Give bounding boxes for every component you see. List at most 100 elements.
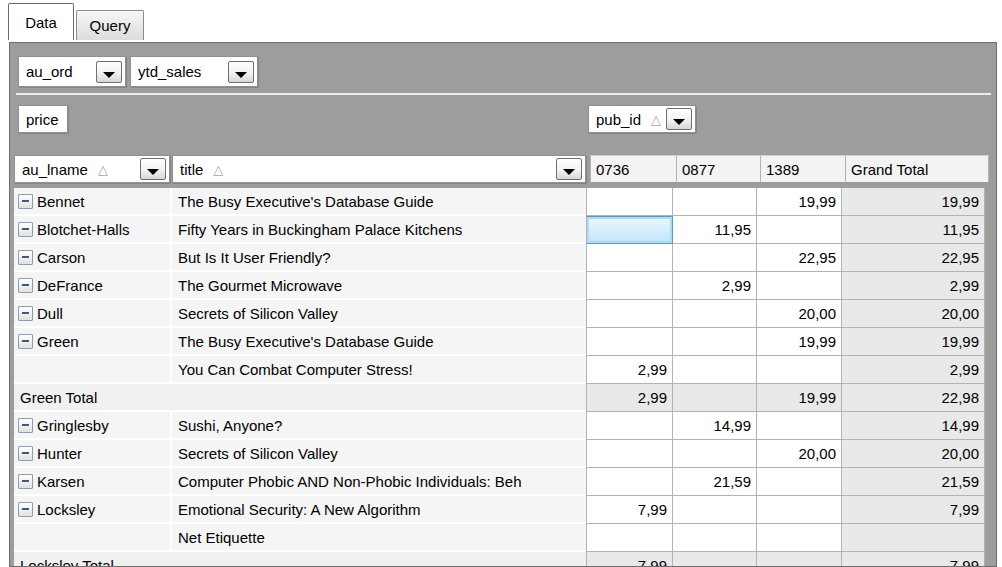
grand-total-value-cell[interactable]: 22,95 — [842, 244, 985, 272]
row-header-au-lname-cell[interactable]: Bennet — [14, 188, 172, 216]
collapse-minus-icon[interactable] — [18, 334, 33, 349]
data-value-cell[interactable]: 22,95 — [757, 244, 842, 272]
collapse-minus-icon[interactable] — [18, 278, 33, 293]
row-header-title-cell[interactable]: The Gourmet Microwave — [172, 272, 586, 300]
grand-total-value-cell[interactable]: 14,99 — [842, 412, 985, 440]
data-value-cell[interactable] — [757, 412, 842, 440]
data-value-cell[interactable] — [586, 412, 673, 440]
row-field-au-lname[interactable]: au_lname △ — [14, 155, 170, 183]
row-header-au-lname-cell[interactable]: Green — [14, 328, 172, 356]
data-value-cell[interactable]: 19,99 — [757, 188, 842, 216]
data-value-cell[interactable] — [673, 552, 757, 567]
grand-total-value-cell[interactable] — [842, 524, 985, 552]
data-value-cell[interactable] — [586, 524, 673, 552]
row-header-title-cell[interactable]: Sushi, Anyone? — [172, 412, 586, 440]
data-value-cell[interactable] — [673, 188, 757, 216]
data-value-cell[interactable] — [757, 524, 842, 552]
tab-query[interactable]: Query — [76, 10, 144, 40]
data-value-cell[interactable] — [673, 356, 757, 384]
column-header-grand-total[interactable]: Grand Total — [846, 155, 989, 183]
row-header-title-cell[interactable]: The Busy Executive's Database Guide — [172, 188, 586, 216]
row-header-title-cell[interactable]: The Busy Executive's Database Guide — [172, 328, 586, 356]
data-value-cell[interactable]: 19,99 — [757, 328, 842, 356]
collapse-minus-icon[interactable] — [18, 306, 33, 321]
row-header-au-lname-cell[interactable]: Dull — [14, 300, 172, 328]
data-value-cell[interactable] — [757, 216, 842, 244]
column-header-0736[interactable]: 0736 — [590, 155, 677, 183]
grand-total-value-cell[interactable]: 2,99 — [842, 356, 985, 384]
dropdown-arrow-icon[interactable] — [96, 61, 122, 83]
data-value-cell[interactable] — [673, 384, 757, 412]
data-value-cell[interactable] — [673, 496, 757, 524]
data-value-cell[interactable] — [757, 552, 842, 567]
data-value-cell[interactable]: 7,99 — [586, 496, 673, 524]
collapse-minus-icon[interactable] — [18, 222, 33, 237]
row-header-title-cell[interactable]: Computer Phobic AND Non-Phobic Individua… — [172, 468, 586, 496]
data-value-cell[interactable] — [673, 300, 757, 328]
column-header-0877[interactable]: 0877 — [677, 155, 761, 183]
data-value-cell[interactable] — [586, 272, 673, 300]
row-header-title-cell[interactable]: You Can Combat Computer Stress! — [172, 356, 586, 384]
filter-field-au-ord[interactable]: au_ord — [18, 56, 126, 87]
data-value-cell[interactable]: 7,99 — [586, 552, 673, 567]
column-header-1389[interactable]: 1389 — [761, 155, 846, 183]
data-value-cell[interactable] — [757, 356, 842, 384]
data-value-cell[interactable]: 20,00 — [757, 300, 842, 328]
data-value-cell[interactable]: 21,59 — [673, 468, 757, 496]
row-header-au-lname-cell[interactable]: Carson — [14, 244, 172, 272]
column-field-pub-id[interactable]: pub_id △ — [588, 105, 696, 133]
dropdown-arrow-icon[interactable] — [140, 158, 166, 180]
grand-total-value-cell[interactable]: 7,99 — [842, 552, 985, 567]
collapse-minus-icon[interactable] — [18, 502, 33, 517]
row-header-au-lname-cell[interactable]: Blotchet-Halls — [14, 216, 172, 244]
row-header-au-lname-cell[interactable] — [14, 356, 172, 384]
data-value-cell[interactable] — [586, 244, 673, 272]
dropdown-arrow-icon[interactable] — [556, 158, 582, 180]
data-value-cell[interactable] — [586, 188, 673, 216]
data-value-cell[interactable]: 2,99 — [586, 384, 673, 412]
grand-total-value-cell[interactable]: 19,99 — [842, 188, 985, 216]
dropdown-arrow-icon[interactable] — [666, 108, 692, 130]
collapse-minus-icon[interactable] — [18, 250, 33, 265]
data-value-cell[interactable] — [757, 468, 842, 496]
data-value-cell[interactable]: 19,99 — [757, 384, 842, 412]
data-value-cell[interactable] — [586, 300, 673, 328]
data-value-cell[interactable] — [673, 328, 757, 356]
data-value-cell[interactable]: 2,99 — [673, 272, 757, 300]
grand-total-value-cell[interactable]: 7,99 — [842, 496, 985, 524]
row-header-au-lname-cell[interactable] — [14, 524, 172, 552]
row-header-title-cell[interactable]: Emotional Security: A New Algorithm — [172, 496, 586, 524]
tab-data[interactable]: Data — [8, 3, 74, 40]
data-value-cell[interactable] — [673, 440, 757, 468]
data-value-cell[interactable]: 14,99 — [673, 412, 757, 440]
data-value-cell[interactable]: 20,00 — [757, 440, 842, 468]
filter-field-ytd-sales[interactable]: ytd_sales — [130, 56, 258, 87]
data-value-cell[interactable] — [586, 328, 673, 356]
collapse-minus-icon[interactable] — [18, 446, 33, 461]
grand-total-value-cell[interactable]: 11,95 — [842, 216, 985, 244]
data-value-cell[interactable] — [673, 524, 757, 552]
total-row-label-cell[interactable]: Locksley Total — [14, 552, 586, 567]
row-header-title-cell[interactable]: Secrets of Silicon Valley — [172, 440, 586, 468]
grand-total-value-cell[interactable]: 22,98 — [842, 384, 985, 412]
row-field-title[interactable]: title △ — [172, 155, 586, 183]
grand-total-value-cell[interactable]: 2,99 — [842, 272, 985, 300]
grand-total-value-cell[interactable]: 19,99 — [842, 328, 985, 356]
row-header-title-cell[interactable]: Fifty Years in Buckingham Palace Kitchen… — [172, 216, 586, 244]
grand-total-value-cell[interactable]: 20,00 — [842, 300, 985, 328]
grand-total-value-cell[interactable]: 20,00 — [842, 440, 985, 468]
collapse-minus-icon[interactable] — [18, 474, 33, 489]
row-header-au-lname-cell[interactable]: Karsen — [14, 468, 172, 496]
data-value-cell[interactable]: 2,99 — [586, 356, 673, 384]
grand-total-value-cell[interactable]: 21,59 — [842, 468, 985, 496]
data-value-cell[interactable] — [586, 440, 673, 468]
data-value-cell[interactable] — [673, 244, 757, 272]
row-header-au-lname-cell[interactable]: DeFrance — [14, 272, 172, 300]
data-value-cell[interactable] — [586, 468, 673, 496]
data-value-cell[interactable] — [757, 272, 842, 300]
total-row-label-cell[interactable]: Green Total — [14, 384, 586, 412]
data-field-price[interactable]: price — [18, 105, 68, 133]
collapse-minus-icon[interactable] — [18, 418, 33, 433]
row-header-title-cell[interactable]: Secrets of Silicon Valley — [172, 300, 586, 328]
data-value-cell[interactable] — [757, 496, 842, 524]
